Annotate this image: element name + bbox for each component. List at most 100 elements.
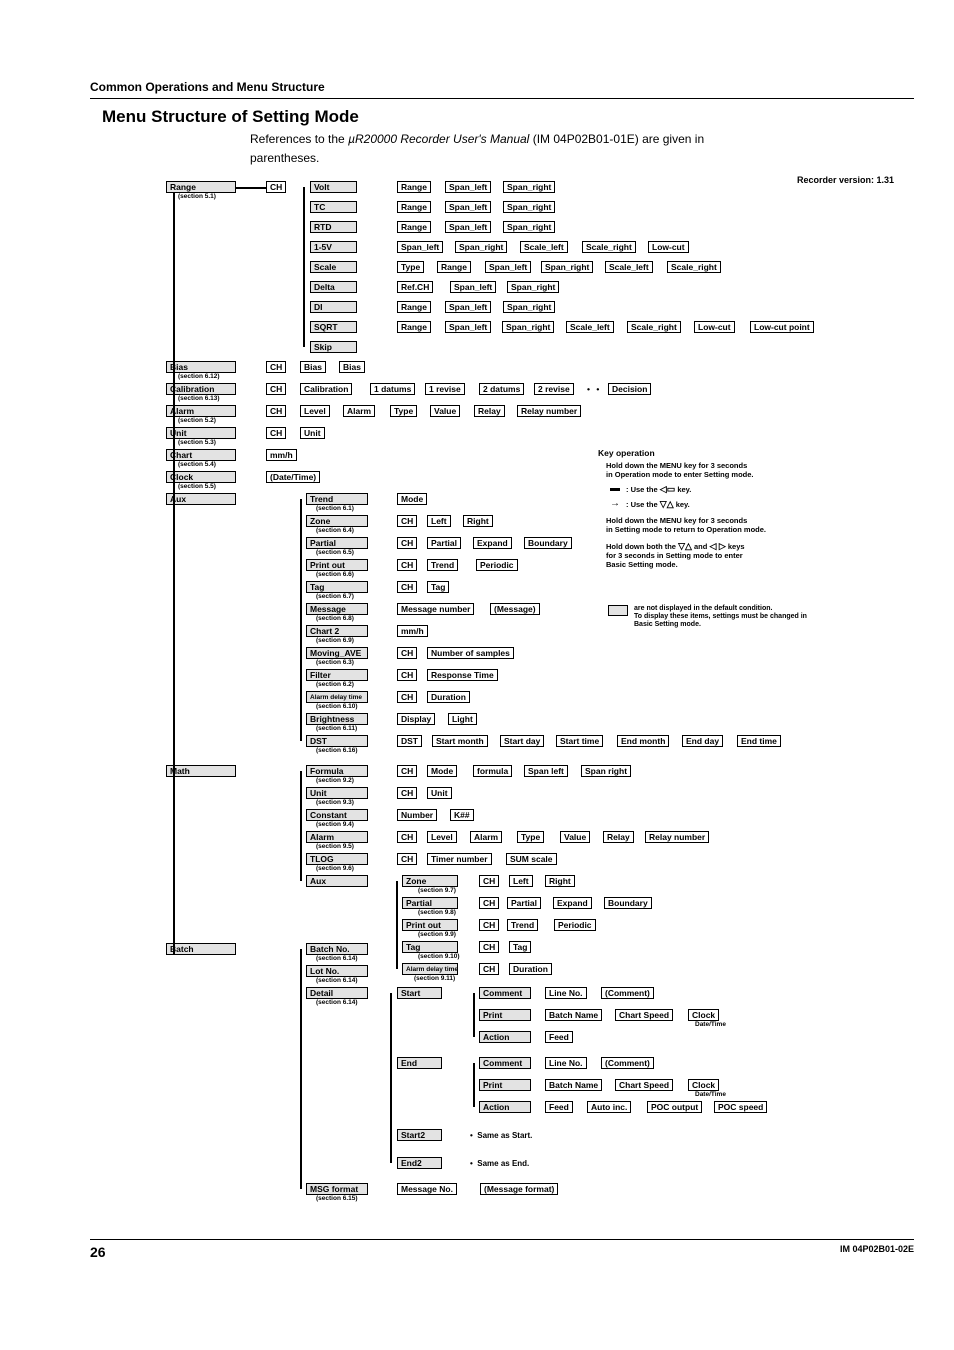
box-maux: Aux bbox=[306, 875, 368, 887]
box-start: Start bbox=[397, 987, 442, 999]
b: Type bbox=[390, 405, 417, 417]
box-dst: DST bbox=[306, 735, 368, 747]
sec: (section 9.9) bbox=[418, 931, 456, 939]
sec: (section 9.8) bbox=[418, 909, 456, 917]
b: Tag bbox=[427, 581, 449, 593]
b: POC output bbox=[647, 1101, 702, 1113]
b: Mode bbox=[427, 765, 457, 777]
b: Scale_right bbox=[582, 241, 636, 253]
sec: (section 6.1) bbox=[316, 505, 354, 513]
b: CH bbox=[397, 515, 417, 527]
b: Scale_right bbox=[667, 261, 721, 273]
b: End day bbox=[682, 735, 723, 747]
b: Boundary bbox=[604, 897, 652, 909]
box-mprintout: Print out bbox=[402, 919, 458, 931]
sec: (section 9.3) bbox=[316, 799, 354, 807]
sec: (section 6.13) bbox=[178, 395, 220, 403]
b: CH bbox=[479, 897, 499, 909]
sec: (section 9.10) bbox=[418, 953, 460, 961]
b: Range bbox=[397, 321, 431, 333]
b: Scale_left bbox=[520, 241, 568, 253]
b: Value bbox=[560, 831, 590, 843]
b: Relay number bbox=[517, 405, 581, 417]
page-header: Common Operations and Menu Structure bbox=[90, 80, 914, 99]
sec: (section 6.3) bbox=[316, 659, 354, 667]
sec: (section 6.7) bbox=[316, 593, 354, 601]
b: Clock bbox=[688, 1079, 719, 1091]
b: DST bbox=[397, 735, 422, 747]
b: CH bbox=[397, 669, 417, 681]
recorder-version: Recorder version: 1.31 bbox=[797, 175, 894, 185]
sec: (section 6.10) bbox=[316, 703, 358, 711]
b: Trend bbox=[427, 559, 458, 571]
b: Mode bbox=[397, 493, 427, 505]
box-aux: Aux bbox=[166, 493, 236, 505]
b: Response Time bbox=[427, 669, 498, 681]
box-msgfmt: MSG format bbox=[306, 1183, 368, 1195]
b: 2 revise bbox=[534, 383, 574, 395]
b: Clock bbox=[688, 1009, 719, 1021]
box-tlog: TLOG bbox=[306, 853, 368, 865]
box-range: Range bbox=[166, 181, 236, 193]
b: Left bbox=[427, 515, 451, 527]
box-print: Print bbox=[479, 1009, 531, 1021]
box-malarm: Alarm bbox=[306, 831, 368, 843]
ko-title: Key operation bbox=[598, 448, 655, 458]
b: CH bbox=[397, 537, 417, 549]
b: Range bbox=[437, 261, 471, 273]
sec: (section 6.6) bbox=[316, 571, 354, 579]
b: (Comment) bbox=[601, 987, 654, 999]
b: Unit bbox=[427, 787, 452, 799]
b: Expand bbox=[553, 897, 592, 909]
b: POC speed bbox=[714, 1101, 767, 1113]
b: CH bbox=[397, 581, 417, 593]
b: mm/h bbox=[266, 449, 297, 461]
b: CH bbox=[266, 405, 286, 417]
b: CH bbox=[397, 853, 417, 865]
box-15v: 1-5V bbox=[310, 241, 357, 253]
t: • Same as Start. bbox=[470, 1131, 532, 1141]
b: Partial bbox=[507, 897, 541, 909]
b: Light bbox=[448, 713, 477, 725]
b: (Message format) bbox=[480, 1183, 558, 1195]
box-mzone: Zone bbox=[402, 875, 458, 887]
b: Low-cut point bbox=[750, 321, 814, 333]
b: Level bbox=[300, 405, 330, 417]
b: Display bbox=[397, 713, 435, 725]
sec: (section 6.9) bbox=[316, 637, 354, 645]
box-batch: Batch bbox=[166, 943, 236, 955]
sec: (section 6.16) bbox=[316, 747, 358, 755]
b: Message No. bbox=[397, 1183, 457, 1195]
b: Span_right bbox=[541, 261, 593, 273]
box-mtag: Tag bbox=[402, 941, 458, 953]
box-mave: Moving_AVE bbox=[306, 647, 368, 659]
b: Batch Name bbox=[545, 1079, 602, 1091]
b: Span_right bbox=[455, 241, 507, 253]
b: Span_right bbox=[503, 181, 555, 193]
box-batchno: Batch No. bbox=[306, 943, 368, 955]
b: Number of samples bbox=[427, 647, 514, 659]
b: Low-cut bbox=[694, 321, 735, 333]
box-lotno: Lot No. bbox=[306, 965, 368, 977]
box-alarm: Alarm bbox=[166, 405, 236, 417]
b: Line No. bbox=[545, 1057, 587, 1069]
sec: (section 6.15) bbox=[316, 1195, 358, 1203]
b: CH bbox=[397, 765, 417, 777]
sec: (section 6.12) bbox=[178, 373, 220, 381]
box-end: End bbox=[397, 1057, 442, 1069]
legend-swatch bbox=[608, 605, 628, 616]
b: Span_left bbox=[445, 201, 491, 213]
b: Span_right bbox=[503, 301, 555, 313]
b: Span_right bbox=[507, 281, 559, 293]
b: (Date/Time) bbox=[266, 471, 320, 483]
glyph-h: ▬ bbox=[610, 483, 620, 495]
box-volt: Volt bbox=[310, 181, 357, 193]
box-mpartial: Partial bbox=[402, 897, 458, 909]
b: Span_left bbox=[445, 301, 491, 313]
b: 1 datums bbox=[370, 383, 415, 395]
ref-text-2: parentheses. bbox=[250, 150, 914, 167]
b: Low-cut bbox=[648, 241, 689, 253]
box-constant: Constant bbox=[306, 809, 368, 821]
b: 1 revise bbox=[425, 383, 465, 395]
b: Right bbox=[545, 875, 575, 887]
